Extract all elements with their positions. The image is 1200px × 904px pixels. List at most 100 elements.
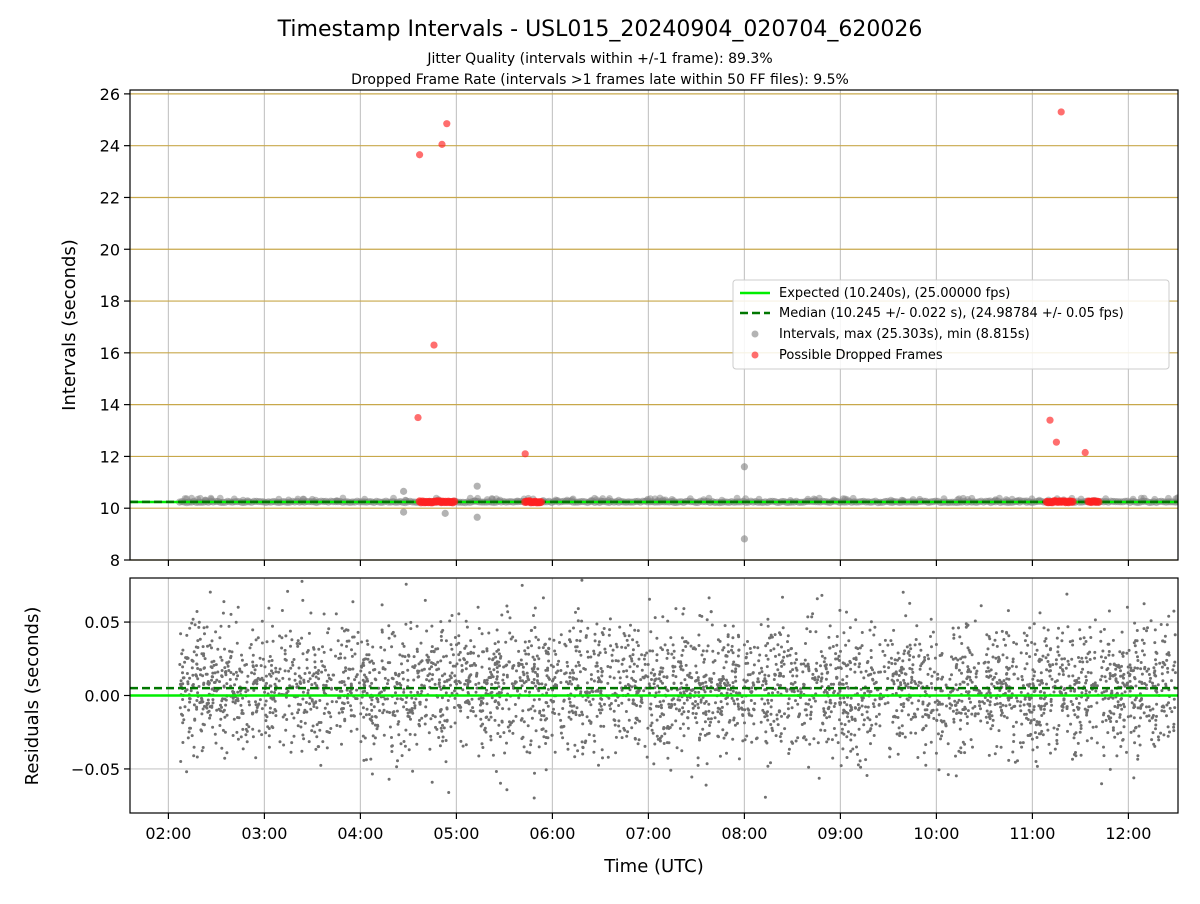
residual-point (283, 648, 287, 652)
residual-point (464, 743, 468, 747)
residual-point (782, 650, 786, 654)
residual-point (201, 700, 205, 704)
residual-point (681, 706, 685, 710)
residual-point (764, 654, 768, 658)
residual-point (1080, 691, 1084, 695)
residual-point (441, 735, 445, 739)
residual-point (404, 728, 408, 732)
residual-point (1099, 655, 1103, 659)
residual-point (274, 670, 278, 674)
residual-point (1136, 655, 1139, 659)
residual-point (917, 699, 921, 703)
residual-point (305, 650, 309, 654)
residual-point (597, 653, 601, 657)
residual-point (864, 705, 868, 709)
residual-point (372, 742, 376, 746)
residual-point (592, 649, 596, 653)
residual-point (306, 679, 310, 683)
residual-point (589, 655, 593, 659)
residual-point (1016, 759, 1019, 763)
residual-point (489, 711, 492, 715)
residual-point (1071, 703, 1075, 706)
residual-point (1032, 718, 1036, 722)
residual-point (1133, 666, 1137, 670)
residual-point (700, 614, 704, 618)
residual-point (178, 706, 182, 710)
residual-point (1119, 674, 1123, 678)
residual-point (699, 732, 702, 736)
residual-point (1035, 736, 1039, 739)
residual-point (229, 656, 233, 660)
residual-point (883, 670, 887, 674)
residual-point (496, 640, 500, 644)
residual-point (1019, 709, 1023, 713)
residual-point (305, 666, 309, 670)
residual-point (386, 661, 390, 665)
residual-point (1041, 681, 1044, 685)
residual-point (1132, 776, 1136, 780)
residual-point (934, 643, 938, 646)
residual-point (936, 732, 940, 736)
residual-point (874, 722, 878, 726)
residual-point (485, 702, 489, 706)
residual-point (317, 677, 321, 681)
residual-point (744, 655, 748, 659)
residual-point (826, 737, 830, 741)
residual-point (935, 708, 939, 712)
residual-point (572, 671, 575, 675)
residual-point (780, 664, 784, 668)
residual-point (339, 656, 343, 660)
residual-point (521, 665, 525, 669)
residual-point (714, 688, 718, 692)
residual-point (896, 752, 900, 756)
residual-point (1068, 640, 1072, 644)
residual-point (877, 703, 881, 706)
residual-point (434, 647, 438, 651)
residual-point (817, 675, 821, 679)
residual-point (1081, 667, 1085, 671)
residual-point (235, 730, 239, 734)
residual-point (1031, 748, 1035, 752)
residual-point (773, 633, 777, 637)
residual-point (411, 769, 415, 773)
residual-point (325, 679, 329, 683)
residual-point (434, 725, 437, 729)
residual-point (1154, 718, 1158, 722)
residual-point (227, 669, 231, 672)
residual-point (536, 638, 540, 642)
residual-point (528, 690, 531, 694)
residual-point (724, 654, 728, 657)
residual-point (1122, 718, 1126, 722)
residual-point (362, 715, 366, 719)
residual-point (190, 666, 194, 670)
residual-point (761, 708, 765, 712)
residual-point (730, 644, 734, 648)
residual-point (406, 678, 410, 682)
residual-point (1152, 666, 1156, 670)
residual-point (846, 685, 850, 689)
residual-point (624, 646, 628, 650)
residual-point (991, 643, 995, 647)
interval-point (188, 494, 196, 502)
residual-point (977, 661, 981, 665)
residual-point (1045, 644, 1048, 648)
residual-point (653, 686, 657, 690)
residual-point (1134, 696, 1138, 700)
residual-point (1156, 683, 1160, 687)
residual-point (1129, 666, 1133, 670)
residual-point (1019, 700, 1023, 704)
residual-point (900, 724, 904, 728)
residual-point (1104, 656, 1108, 660)
residual-point (371, 645, 375, 649)
residual-point (776, 668, 780, 672)
residual-point (430, 677, 434, 681)
residual-point (618, 681, 622, 685)
residual-point (683, 678, 687, 682)
residual-point (229, 684, 233, 688)
residual-point (608, 675, 612, 679)
residual-point (409, 717, 412, 721)
residual-point (1071, 757, 1074, 761)
residual-point (1125, 750, 1128, 754)
residual-point (936, 703, 940, 706)
residual-point (893, 658, 897, 662)
